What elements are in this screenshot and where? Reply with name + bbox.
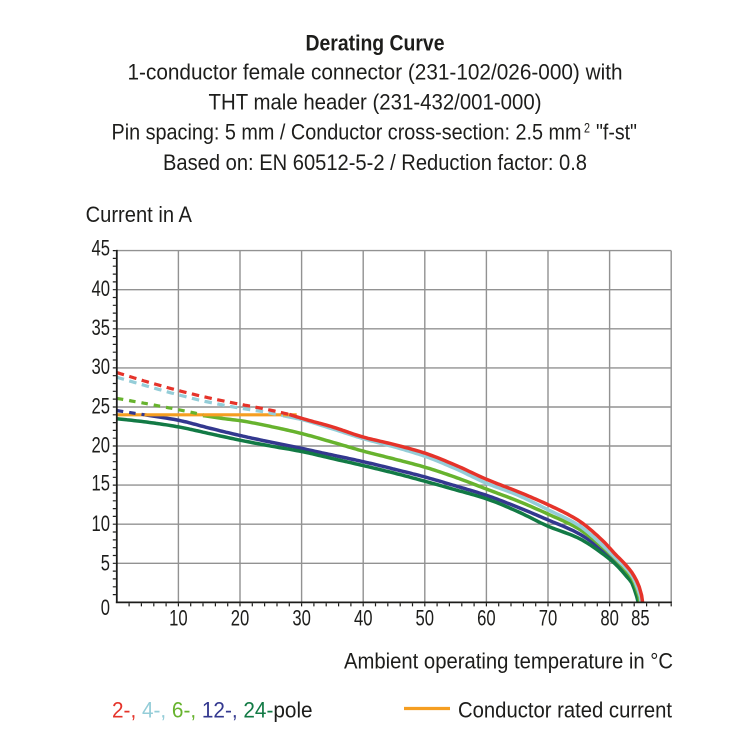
svg-text:2: 2: [584, 120, 590, 135]
svg-text:20: 20: [231, 605, 250, 630]
svg-text:30: 30: [92, 354, 111, 379]
svg-text:70: 70: [539, 605, 558, 630]
svg-text:25: 25: [92, 394, 111, 419]
svg-text:40: 40: [92, 276, 111, 301]
svg-text:THT male header (231-432/001-0: THT male header (231-432/001-000): [209, 90, 542, 115]
svg-text:20: 20: [92, 432, 111, 457]
svg-text:85: 85: [631, 605, 650, 630]
svg-text:50: 50: [416, 605, 435, 630]
svg-text:"f-st": "f-st": [596, 119, 637, 144]
svg-text:10: 10: [92, 511, 111, 536]
svg-text:Conductor rated current: Conductor rated current: [458, 698, 673, 723]
svg-text:35: 35: [92, 315, 111, 340]
svg-text:Based on: EN 60512-5-2 / Reduc: Based on: EN 60512-5-2 / Reduction facto…: [163, 150, 587, 175]
svg-text:45: 45: [92, 235, 111, 260]
svg-text:5: 5: [101, 551, 110, 576]
svg-text:60: 60: [477, 605, 496, 630]
svg-text:15: 15: [92, 470, 111, 495]
svg-text:Ambient operating temperature: Ambient operating temperature in °C: [344, 648, 673, 673]
svg-text:Current in A: Current in A: [86, 202, 192, 227]
svg-text:40: 40: [354, 605, 373, 630]
svg-text:2-, 4-, 6-, 12-, 24-pole: 2-, 4-, 6-, 12-, 24-pole: [112, 698, 313, 723]
svg-text:10: 10: [169, 605, 188, 630]
svg-text:Derating Curve: Derating Curve: [306, 30, 445, 55]
svg-text:0: 0: [101, 595, 110, 620]
svg-text:1-conductor female connector (: 1-conductor female connector (231-102/02…: [128, 60, 623, 85]
svg-text:30: 30: [292, 605, 311, 630]
svg-text:Pin spacing: 5 mm / Conductor: Pin spacing: 5 mm / Conductor cross-sect…: [112, 119, 582, 144]
svg-text:80: 80: [600, 605, 619, 630]
